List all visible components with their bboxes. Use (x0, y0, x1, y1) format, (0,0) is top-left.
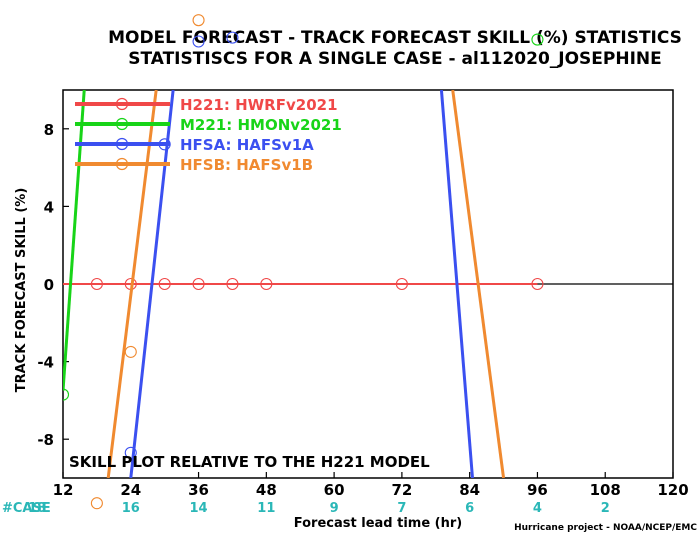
x-tick-label: 72 (391, 481, 412, 499)
chart-subtitle: STATISTISCS FOR A SINGLE CASE - al112020… (128, 49, 662, 69)
legend: H221: HWRFv2021 M221: HMONv2021 HFSA: HA… (75, 96, 342, 174)
legend-marker-hfsb (115, 157, 129, 171)
legend-item-hfsa: HFSA: HAFSv1A (75, 136, 314, 154)
x-tick-label: 96 (527, 481, 548, 499)
y-tick-label: -8 (37, 431, 54, 449)
reference-model-note: SKILL PLOT RELATIVE TO THE H221 MODEL (69, 453, 430, 471)
series-point (63, 388, 70, 401)
case-count-value: 7 (397, 501, 406, 516)
series-trend-segment (439, 90, 474, 478)
y-tick-label: 8 (44, 121, 54, 139)
case-count-value: 4 (533, 501, 542, 516)
x-tick-label: 120 (657, 481, 688, 499)
offscale-markers (90, 14, 544, 510)
x-tick-label: 60 (324, 481, 345, 499)
y-axis-label: TRACK FORECAST SKILL (%) (14, 188, 29, 393)
legend-marker-m221 (115, 117, 129, 131)
case-count-label: #CASE (2, 501, 51, 516)
legend-item-hfsb: HFSB: HAFSv1B (75, 156, 313, 174)
series-point (90, 497, 103, 510)
y-tick-label: 4 (44, 198, 54, 216)
case-counts: 18 16 14 11 9 7 6 4 2 (28, 501, 610, 516)
case-count-value: 18 (28, 501, 46, 516)
series-point (158, 277, 171, 291)
x-tick-label: 12 (53, 481, 74, 499)
legend-label-hfsa: HFSA: HAFSv1A (180, 136, 314, 154)
series-point (192, 14, 205, 27)
series-point (90, 277, 103, 291)
series-point (192, 277, 205, 291)
case-count-value: 16 (122, 501, 140, 516)
series-point (226, 277, 239, 291)
case-count-value: 2 (601, 501, 610, 516)
legend-marker-hfsa (115, 137, 129, 151)
series-trend-line (129, 90, 175, 478)
y-tick-labels: -8 -4 0 4 8 (37, 121, 54, 449)
x-tick-label: 24 (120, 481, 141, 499)
case-count-value: 6 (465, 501, 474, 516)
series-point (260, 277, 273, 291)
legend-label-hfsb: HFSB: HAFSv1B (180, 156, 313, 174)
series-point (192, 35, 205, 48)
series-point (531, 33, 544, 46)
legend-label-m221: M221: HMONv2021 (180, 116, 342, 134)
x-tick-label: 48 (256, 481, 277, 499)
credit-text: Hurricane project - NOAA/NCEP/EMC (514, 523, 697, 533)
series-point (124, 345, 137, 358)
case-count-value: 14 (190, 501, 208, 516)
chart-title: MODEL FORECAST - TRACK FORECAST SKILL (%… (108, 28, 682, 48)
series-point (226, 31, 239, 44)
series-point (124, 446, 137, 459)
series-point (531, 277, 544, 291)
series-point (395, 277, 408, 291)
x-tick-label: 108 (590, 481, 621, 499)
x-tick-labels: 12 24 36 48 60 72 84 96 108 120 (53, 481, 689, 499)
legend-item-m221: M221: HMONv2021 (75, 116, 342, 134)
series-layer (63, 90, 544, 478)
series-trend-segment (451, 90, 506, 478)
x-axis-label: Forecast lead time (hr) (294, 516, 462, 531)
x-tick-label: 36 (188, 481, 209, 499)
case-count-value: 11 (257, 501, 275, 516)
legend-item-h221: H221: HWRFv2021 (75, 96, 338, 114)
series-trend-line (106, 90, 158, 478)
y-tick-label: 0 (44, 276, 54, 294)
case-count-value: 9 (330, 501, 339, 516)
legend-marker-h221 (115, 97, 129, 111)
legend-label-h221: H221: HWRFv2021 (180, 96, 338, 114)
x-tick-label: 84 (459, 481, 480, 499)
y-tick-label: -4 (37, 354, 54, 372)
